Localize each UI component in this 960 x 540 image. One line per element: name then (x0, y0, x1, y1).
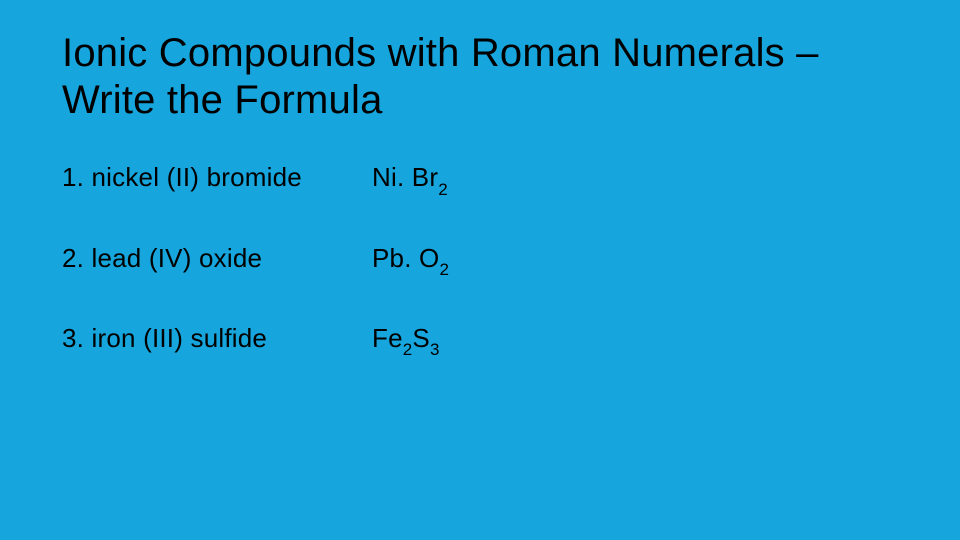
slide: Ionic Compounds with Roman Numerals – Wr… (0, 0, 960, 540)
slide-title: Ionic Compounds with Roman Numerals – Wr… (62, 30, 898, 124)
list-item: 1. nickel (II) bromide Ni. Br2 (62, 162, 898, 197)
content-rows: 1. nickel (II) bromide Ni. Br2 2. lead (… (62, 162, 898, 358)
title-line-2: Write the Formula (62, 78, 383, 122)
title-line-1: Ionic Compounds with Roman Numerals – (62, 31, 819, 75)
answer-formula: Ni. Br2 (372, 162, 448, 197)
list-item: 2. lead (IV) oxide Pb. O2 (62, 243, 898, 278)
question-text: 3. iron (III) sulfide (62, 323, 372, 354)
question-text: 2. lead (IV) oxide (62, 243, 372, 274)
question-text: 1. nickel (II) bromide (62, 162, 372, 193)
answer-formula: Pb. O2 (372, 243, 449, 278)
answer-formula: Fe2S3 (372, 323, 440, 358)
list-item: 3. iron (III) sulfide Fe2S3 (62, 323, 898, 358)
